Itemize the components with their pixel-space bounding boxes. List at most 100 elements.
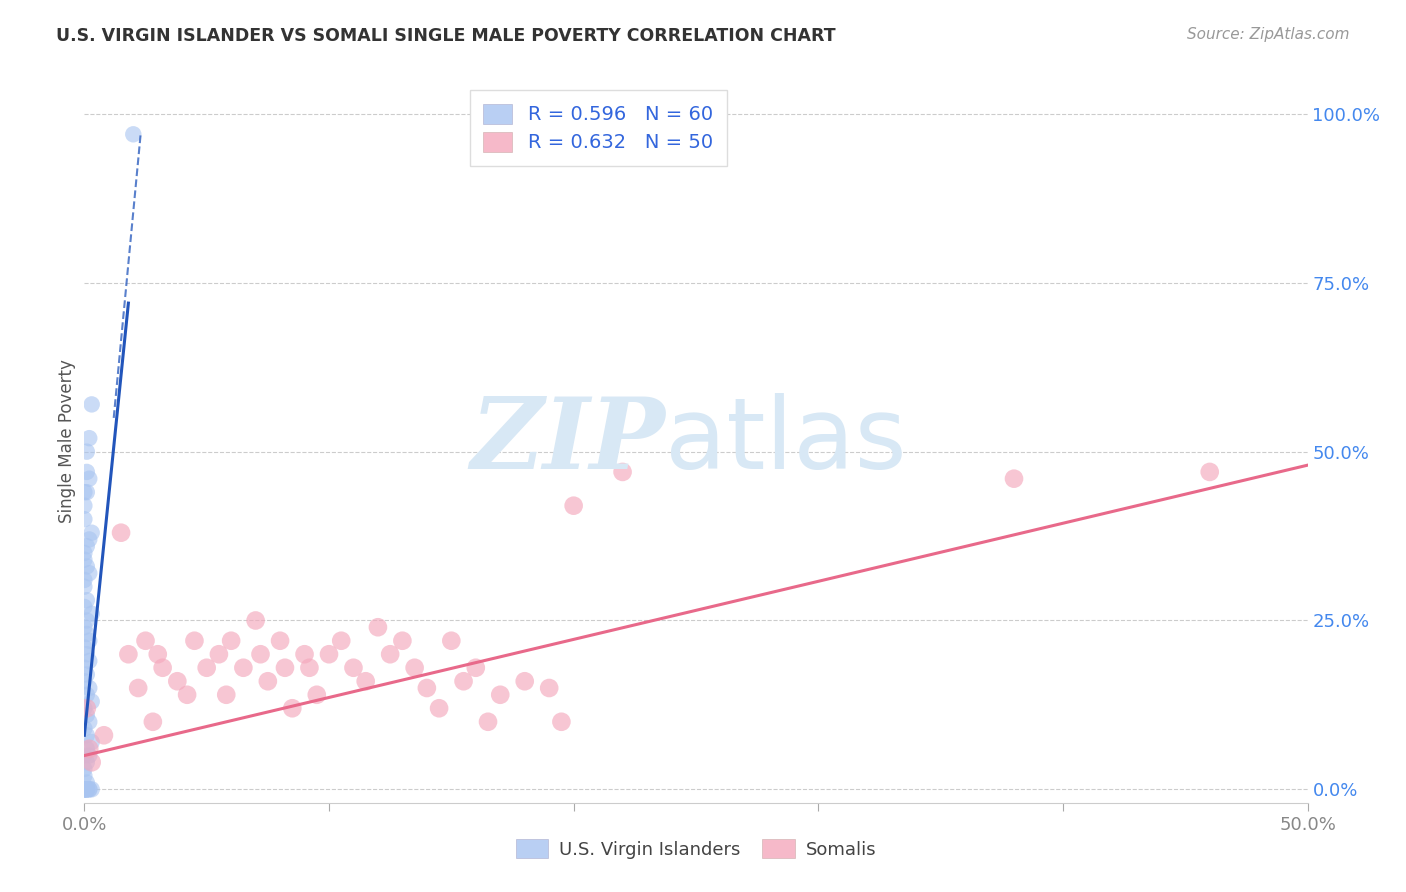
Point <box>294 647 316 661</box>
Point <box>477 714 499 729</box>
Point <box>232 661 254 675</box>
Point <box>73 782 96 797</box>
Point <box>176 688 198 702</box>
Point <box>152 661 174 675</box>
Point <box>117 647 139 661</box>
Point <box>135 633 157 648</box>
Point <box>77 681 100 695</box>
Point <box>489 688 512 702</box>
Point <box>73 762 96 776</box>
Point <box>76 782 98 797</box>
Point <box>76 688 98 702</box>
Point <box>76 782 98 797</box>
Point <box>73 512 96 526</box>
Point <box>122 128 145 142</box>
Point <box>77 714 100 729</box>
Point <box>274 661 297 675</box>
Point <box>76 465 98 479</box>
Point <box>77 472 100 486</box>
Point <box>76 741 98 756</box>
Point <box>538 681 561 695</box>
Point <box>404 661 426 675</box>
Point <box>127 681 149 695</box>
Point <box>73 782 96 797</box>
Point <box>77 741 100 756</box>
Point <box>281 701 304 715</box>
Point <box>73 573 96 587</box>
Point <box>257 674 280 689</box>
Point <box>76 593 98 607</box>
Point <box>76 614 98 628</box>
Text: Source: ZipAtlas.com: Source: ZipAtlas.com <box>1187 27 1350 42</box>
Point <box>80 607 103 621</box>
Point <box>73 546 96 560</box>
Point <box>76 782 98 797</box>
Point <box>76 708 98 723</box>
Point <box>245 614 267 628</box>
Point <box>380 647 402 661</box>
Point <box>367 620 389 634</box>
Point <box>219 633 242 648</box>
Text: ZIP: ZIP <box>471 393 665 490</box>
Point <box>73 485 96 500</box>
Point <box>416 681 439 695</box>
Point <box>208 647 231 661</box>
Text: U.S. VIRGIN ISLANDER VS SOMALI SINGLE MALE POVERTY CORRELATION CHART: U.S. VIRGIN ISLANDER VS SOMALI SINGLE MA… <box>56 27 835 45</box>
Point <box>453 674 475 689</box>
Point <box>195 661 218 675</box>
Point <box>73 499 96 513</box>
Point <box>318 647 340 661</box>
Point <box>77 748 100 763</box>
Point <box>77 633 100 648</box>
Point <box>110 525 132 540</box>
Point <box>76 701 98 715</box>
Point <box>76 775 98 789</box>
Point <box>73 552 96 566</box>
Point <box>77 533 100 547</box>
Point <box>80 735 103 749</box>
Point <box>76 444 98 458</box>
Point <box>77 566 100 581</box>
Point <box>77 782 100 797</box>
Point <box>77 654 100 668</box>
Point <box>73 599 96 614</box>
Point <box>73 701 96 715</box>
Text: atlas: atlas <box>665 393 907 490</box>
Point <box>73 782 96 797</box>
Y-axis label: Single Male Poverty: Single Male Poverty <box>58 359 76 524</box>
Point <box>80 756 103 770</box>
Point <box>166 674 188 689</box>
Point <box>77 782 100 797</box>
Point <box>342 661 364 675</box>
Point <box>73 782 96 797</box>
Point <box>76 647 98 661</box>
Point <box>146 647 169 661</box>
Point <box>76 782 98 797</box>
Point <box>80 782 103 797</box>
Point <box>464 661 486 675</box>
Point <box>249 647 271 661</box>
Point <box>80 397 103 411</box>
Point <box>330 633 353 648</box>
Point <box>612 465 634 479</box>
Point <box>73 640 96 655</box>
Point <box>80 694 103 708</box>
Point <box>183 633 205 648</box>
Point <box>73 722 96 736</box>
Point <box>550 714 572 729</box>
Point <box>76 728 98 742</box>
Point <box>513 674 536 689</box>
Point <box>76 539 98 553</box>
Point <box>354 674 377 689</box>
Point <box>73 769 96 783</box>
Point <box>76 667 98 681</box>
Point <box>76 756 98 770</box>
Point <box>269 633 291 648</box>
Point <box>93 728 115 742</box>
Point <box>73 580 96 594</box>
Point <box>76 627 98 641</box>
Point <box>73 782 96 797</box>
Point <box>215 688 238 702</box>
Point <box>73 661 96 675</box>
Point <box>77 431 100 445</box>
